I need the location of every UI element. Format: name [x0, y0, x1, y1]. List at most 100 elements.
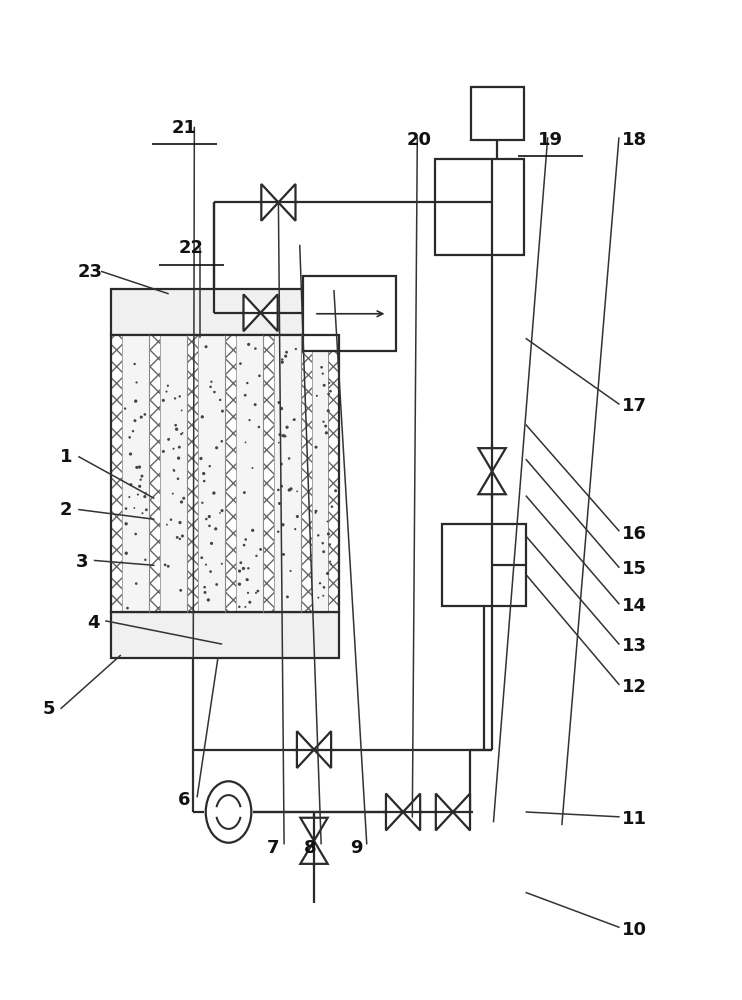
Bar	[442, 524, 526, 606]
Bar	[198, 335, 225, 612]
Point	[162, 431, 174, 447]
Polygon shape	[403, 794, 420, 830]
Bar	[111, 335, 339, 612]
Bar	[327, 335, 339, 612]
Point	[137, 505, 148, 521]
Point	[276, 352, 288, 368]
Point	[135, 409, 147, 425]
Text: 17: 17	[622, 397, 647, 415]
Point	[197, 409, 209, 425]
Point	[240, 531, 252, 547]
Point	[168, 462, 180, 478]
Point	[324, 536, 335, 552]
Text: 14: 14	[622, 597, 647, 615]
Point	[239, 387, 251, 403]
Point	[325, 556, 337, 572]
Point	[277, 517, 289, 533]
Polygon shape	[243, 294, 260, 331]
Point	[283, 482, 295, 498]
Point	[206, 374, 217, 390]
Point	[140, 502, 152, 518]
Point	[171, 529, 183, 545]
Text: 20: 20	[407, 131, 432, 149]
Point	[281, 419, 293, 435]
Point	[171, 421, 183, 437]
Point	[246, 460, 258, 476]
Point	[123, 489, 135, 505]
Polygon shape	[301, 818, 328, 841]
Point	[217, 403, 229, 419]
Text: 13: 13	[622, 637, 647, 655]
Point	[168, 441, 180, 457]
Point	[317, 366, 329, 382]
Point	[310, 439, 322, 455]
Text: 12: 12	[622, 678, 647, 696]
Point	[130, 393, 142, 409]
Point	[168, 463, 180, 479]
Point	[274, 427, 286, 443]
Bar	[122, 335, 149, 612]
Point	[241, 572, 253, 588]
Point	[211, 440, 223, 456]
Point	[157, 443, 169, 459]
Point	[243, 412, 255, 428]
Point	[177, 528, 188, 544]
Point	[310, 503, 322, 519]
Point	[127, 423, 139, 439]
Polygon shape	[453, 794, 470, 830]
Text: 7: 7	[266, 839, 279, 857]
Point	[211, 576, 223, 592]
Text: 11: 11	[622, 810, 647, 828]
Point	[273, 435, 285, 451]
Point	[322, 403, 334, 419]
Point	[204, 458, 216, 474]
Point	[120, 516, 132, 532]
Point	[174, 515, 186, 531]
Polygon shape	[261, 184, 278, 221]
Point	[311, 388, 323, 404]
Point	[200, 339, 212, 355]
Point	[162, 378, 174, 394]
Point	[247, 522, 259, 538]
Point	[322, 565, 334, 581]
Text: 22: 22	[179, 239, 204, 257]
Point	[324, 375, 335, 391]
Point	[214, 392, 226, 408]
Point	[135, 472, 147, 488]
Point	[254, 368, 266, 384]
Point	[197, 495, 209, 511]
Point	[131, 374, 142, 390]
Point	[177, 425, 188, 441]
Point	[237, 560, 249, 576]
Point	[275, 456, 287, 472]
Bar	[312, 335, 339, 612]
Point	[241, 572, 253, 588]
Point	[200, 557, 212, 573]
Point	[234, 563, 246, 579]
Point	[216, 503, 228, 519]
Point	[175, 582, 187, 598]
Text: 18: 18	[622, 131, 647, 149]
Point	[214, 505, 226, 521]
Point	[161, 517, 173, 533]
Bar	[301, 335, 312, 612]
Point	[175, 426, 187, 442]
Bar	[275, 335, 301, 612]
Point	[209, 384, 220, 400]
Point	[162, 558, 174, 574]
Point	[274, 495, 286, 511]
Point	[278, 546, 289, 562]
Point	[326, 499, 338, 515]
Point	[255, 541, 266, 557]
Point	[198, 473, 210, 489]
Bar	[237, 335, 263, 612]
Bar	[435, 159, 524, 255]
Point	[195, 451, 207, 467]
Bar	[187, 335, 198, 612]
Text: 15: 15	[622, 560, 647, 578]
Point	[252, 583, 264, 599]
Point	[240, 434, 252, 450]
Point	[249, 397, 261, 413]
Bar	[263, 335, 275, 612]
Point	[249, 341, 261, 357]
